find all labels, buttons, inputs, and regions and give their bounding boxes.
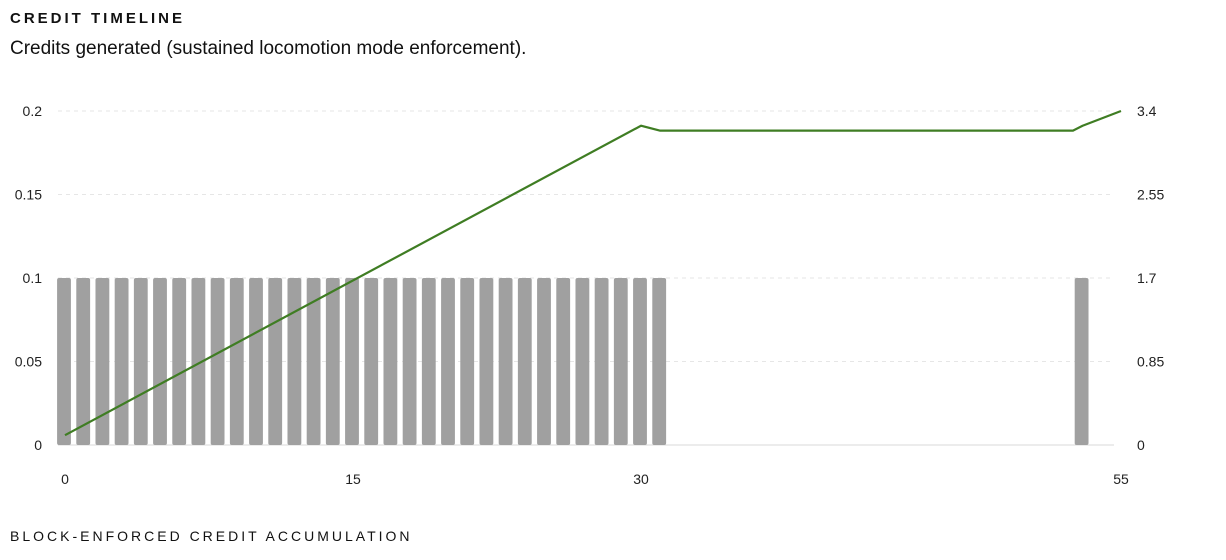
x-tick-label: 15	[345, 471, 361, 487]
bar	[1074, 278, 1089, 445]
y-right-tick-label: 1.7	[1137, 270, 1157, 286]
bar	[460, 278, 475, 445]
bar	[114, 278, 129, 445]
bar	[76, 278, 91, 445]
x-tick-label: 30	[633, 471, 649, 487]
bar	[556, 278, 571, 445]
line-layer	[64, 109, 1122, 437]
chart-title: CREDIT TIMELINE	[10, 10, 185, 27]
bar	[345, 278, 359, 445]
bar	[364, 278, 379, 445]
bar	[57, 278, 71, 445]
bar	[517, 278, 532, 445]
bar	[652, 278, 667, 445]
y-left-tick-label: 0.05	[15, 354, 42, 370]
bar	[287, 278, 302, 445]
credit-line	[64, 109, 1122, 437]
ticks-layer: 0 0.05 0.1 0.15 0.2 0 0.85 1.7 2.55 3.4 0 15 30 55	[15, 103, 1165, 487]
bar	[441, 278, 455, 445]
bar	[421, 278, 436, 445]
section-label: BLOCK-ENFORCED CREDIT ACCUMULATION	[10, 528, 413, 544]
bar	[172, 278, 187, 445]
bar	[498, 278, 513, 445]
y-right-tick-label: 3.4	[1137, 103, 1157, 119]
y-left-tick-label: 0.15	[15, 187, 42, 203]
bar	[249, 278, 263, 445]
y-right-tick-label: 0.85	[1137, 354, 1164, 370]
y-left-tick-label: 0.2	[23, 103, 43, 119]
bar	[479, 278, 494, 445]
bar	[594, 278, 609, 445]
bar	[229, 278, 244, 445]
y-right-tick-label: 2.55	[1137, 187, 1164, 203]
bar	[537, 278, 551, 445]
bar	[191, 278, 206, 445]
x-tick-label: 0	[61, 471, 69, 487]
bar	[613, 278, 628, 445]
bar	[383, 278, 398, 445]
bar	[210, 278, 225, 445]
bar	[153, 278, 167, 445]
y-left-tick-label: 0	[34, 437, 42, 453]
y-right-tick-label: 0	[1137, 437, 1145, 453]
x-tick-label: 55	[1113, 471, 1129, 487]
bar	[402, 278, 417, 445]
bar	[306, 278, 321, 445]
bar	[133, 278, 148, 445]
bar	[575, 278, 590, 445]
y-left-tick-label: 0.1	[23, 270, 43, 286]
bars-layer	[57, 278, 1089, 445]
chart-subtitle: Credits generated (sustained locomotion …	[10, 38, 527, 59]
bar	[325, 278, 340, 445]
bar	[95, 278, 110, 445]
bar	[633, 278, 647, 445]
bar	[268, 278, 283, 445]
